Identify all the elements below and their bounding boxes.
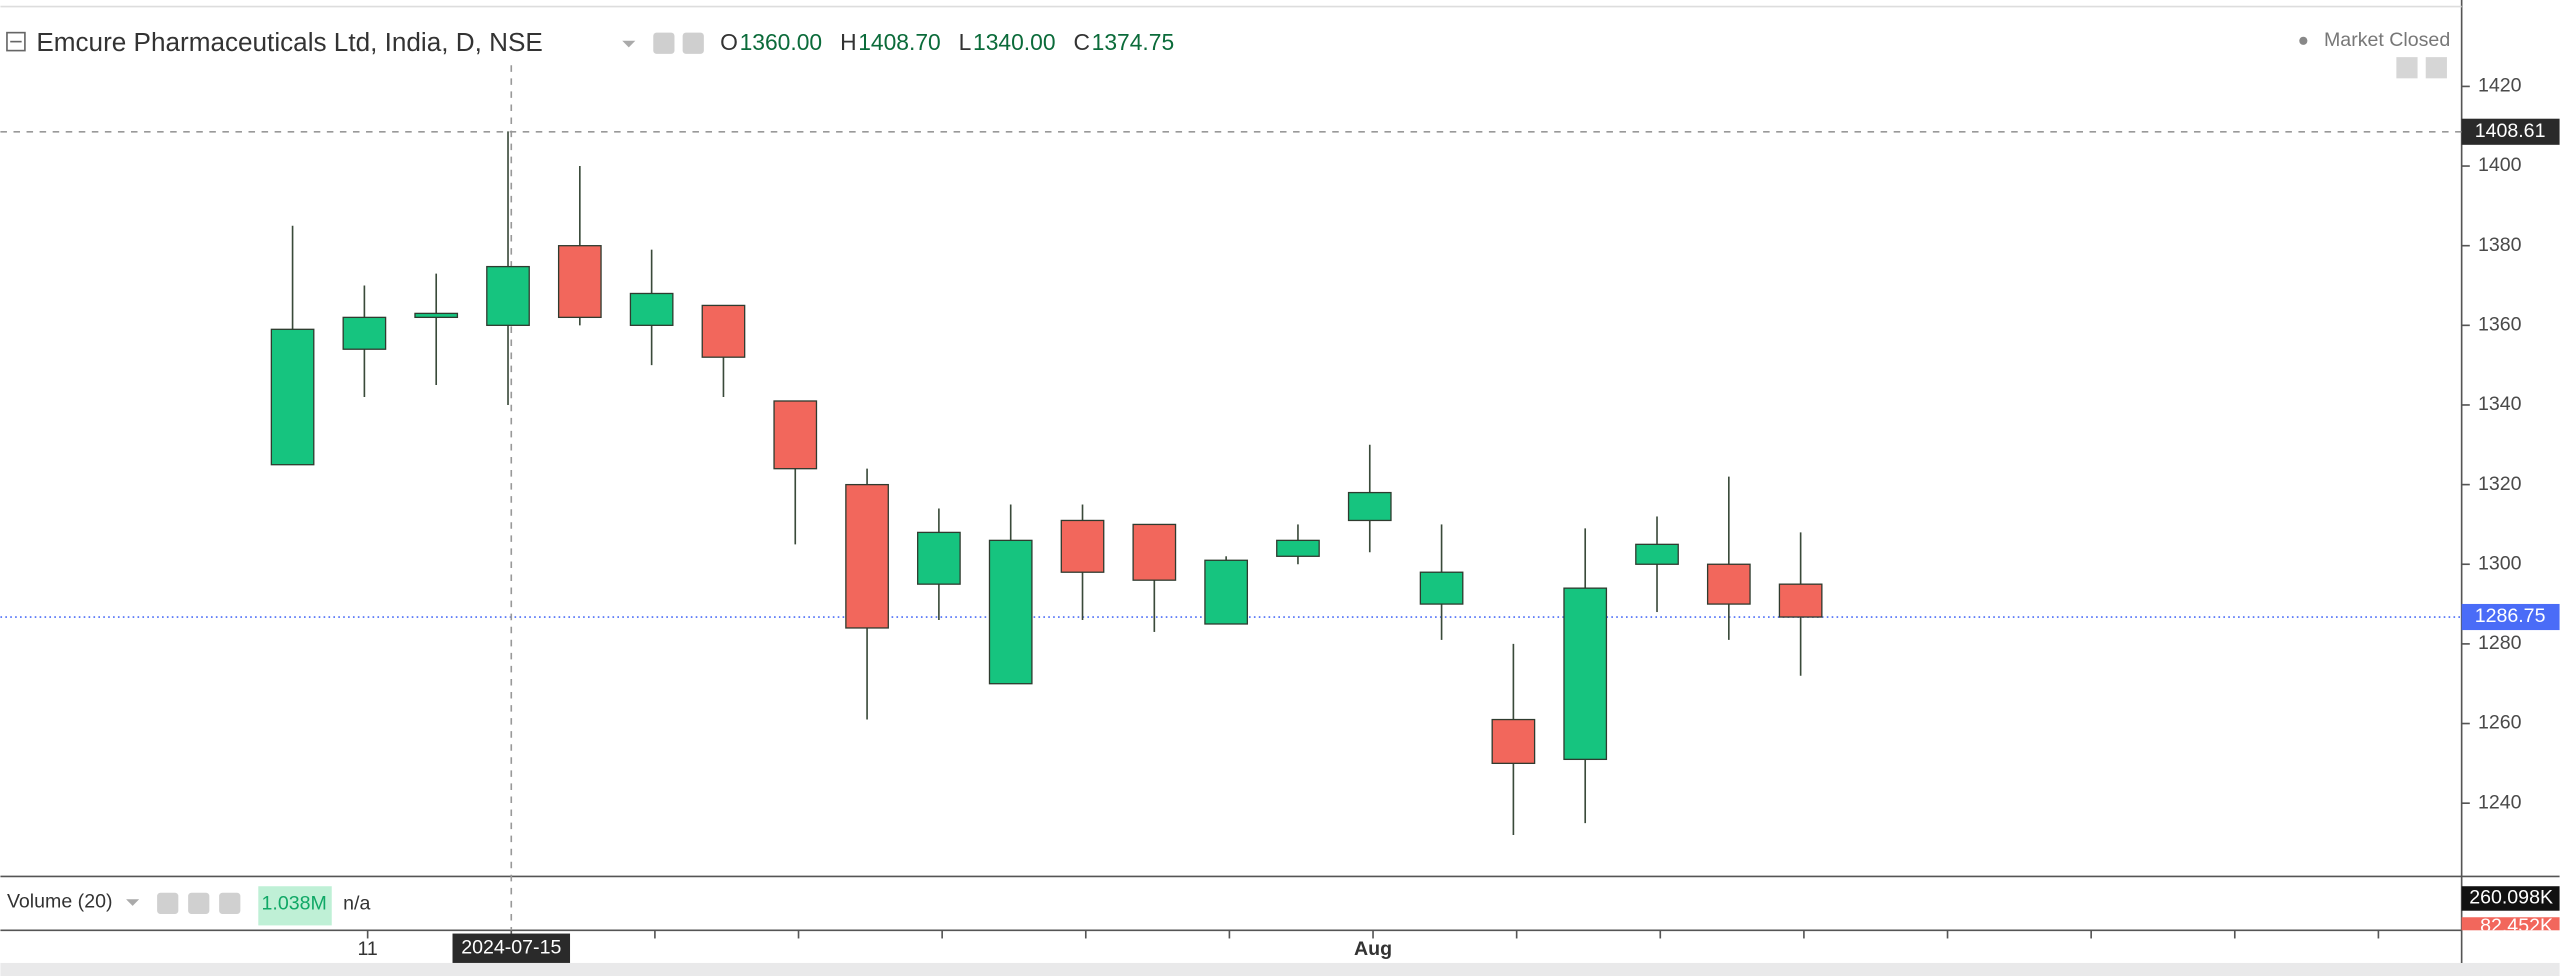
volume-value: 1.038M [262,892,327,914]
settings-icon[interactable] [682,32,704,54]
candle-body [1491,718,1536,765]
candle-body [1563,587,1608,761]
ohlc-value: 1408.70 [858,29,941,55]
candle-body [701,304,746,358]
candle-body [1706,563,1751,605]
ohlc-legend: O 1360.00 H 1408.70 L 1340.00 C 1374.75 [720,29,1174,55]
x-tick-label: Aug [1354,938,1392,960]
y-tick-label: 1260 [2478,712,2522,734]
volume-axis-label-bg [2461,917,2560,931]
status-dot [2299,36,2308,45]
volume-dropdown[interactable] [126,899,140,906]
y-tick-label: 1280 [2478,632,2522,654]
crosshair-price-label: 1408.61 [2475,120,2546,142]
volume-settings-icon[interactable] [188,892,210,914]
candle-body [414,312,459,319]
ohlc-value: 1360.00 [740,29,823,55]
market-status: Market Closed [2324,29,2450,51]
candle-body [1635,543,1679,565]
candle-body [342,316,387,350]
y-tick-label: 1360 [2478,314,2522,336]
y-tick-label: 1300 [2478,552,2522,574]
candle-body [1347,491,1392,522]
volume-value-bg [258,886,332,926]
volume-eye-icon[interactable] [157,892,179,914]
candle-body [1060,519,1105,573]
crosshair-price-bg [2461,118,2560,145]
candle-body [917,531,961,585]
candle-body [629,292,674,326]
crosshair-date-label: 2024-07-15 [461,936,561,958]
y-tick-label: 1420 [2478,75,2522,97]
volume-close-icon[interactable] [219,892,241,914]
eye-icon[interactable] [653,32,675,54]
chart-title: Emcure Pharmaceuticals Ltd, India, D, NS… [36,27,542,57]
candle-body [557,245,602,319]
crosshair-date-bg [452,933,571,963]
ohlc-value: 1340.00 [973,29,1056,55]
candle-body [1204,559,1249,625]
bottom-bar [0,962,2560,976]
candle-body [1419,571,1464,605]
x-tick-label: 11 [357,938,377,960]
ohlc-key: C [1074,29,1091,55]
candle-body [1276,539,1320,557]
volume-axis-label: 260.098K [2469,887,2553,909]
candle-body [845,483,889,629]
arrow-up-icon[interactable] [2425,57,2447,79]
candle-body [1778,583,1823,618]
ohlc-value: 1374.75 [1092,29,1175,55]
candle-body [270,328,315,466]
y-tick-label: 1400 [2478,154,2522,176]
volume-axis-label: 82.452K [2480,915,2553,937]
last-price-label-bg [2461,603,2560,631]
last-price-label: 1286.75 [2475,605,2546,627]
volume-axis-label-bg [2461,886,2560,911]
dropdown-arrow[interactable] [622,40,636,48]
candle-body [1132,523,1177,581]
arrow-down-icon[interactable] [2396,57,2418,79]
volume-axis-clip: 82.452K [2480,915,2553,937]
collapse-icon[interactable] [6,31,26,52]
candle-body [773,400,818,470]
y-tick-label: 1380 [2478,234,2522,256]
volume-extra: n/a [343,892,370,914]
volume-title: Volume (20) [7,891,113,913]
ohlc-key: H [840,29,857,55]
y-tick-label: 1240 [2478,791,2522,813]
y-tick-label: 1340 [2478,393,2522,415]
candle-body [988,539,1033,685]
ohlc-key: L [959,29,972,55]
ohlc-key: O [720,29,738,55]
candle-body [486,265,530,326]
y-tick-label: 1320 [2478,473,2522,495]
